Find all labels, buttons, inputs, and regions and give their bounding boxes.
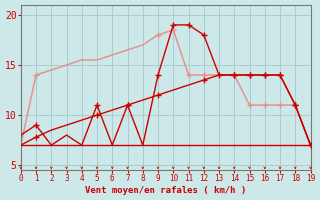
X-axis label: Vent moyen/en rafales ( km/h ): Vent moyen/en rafales ( km/h ) <box>85 186 246 195</box>
